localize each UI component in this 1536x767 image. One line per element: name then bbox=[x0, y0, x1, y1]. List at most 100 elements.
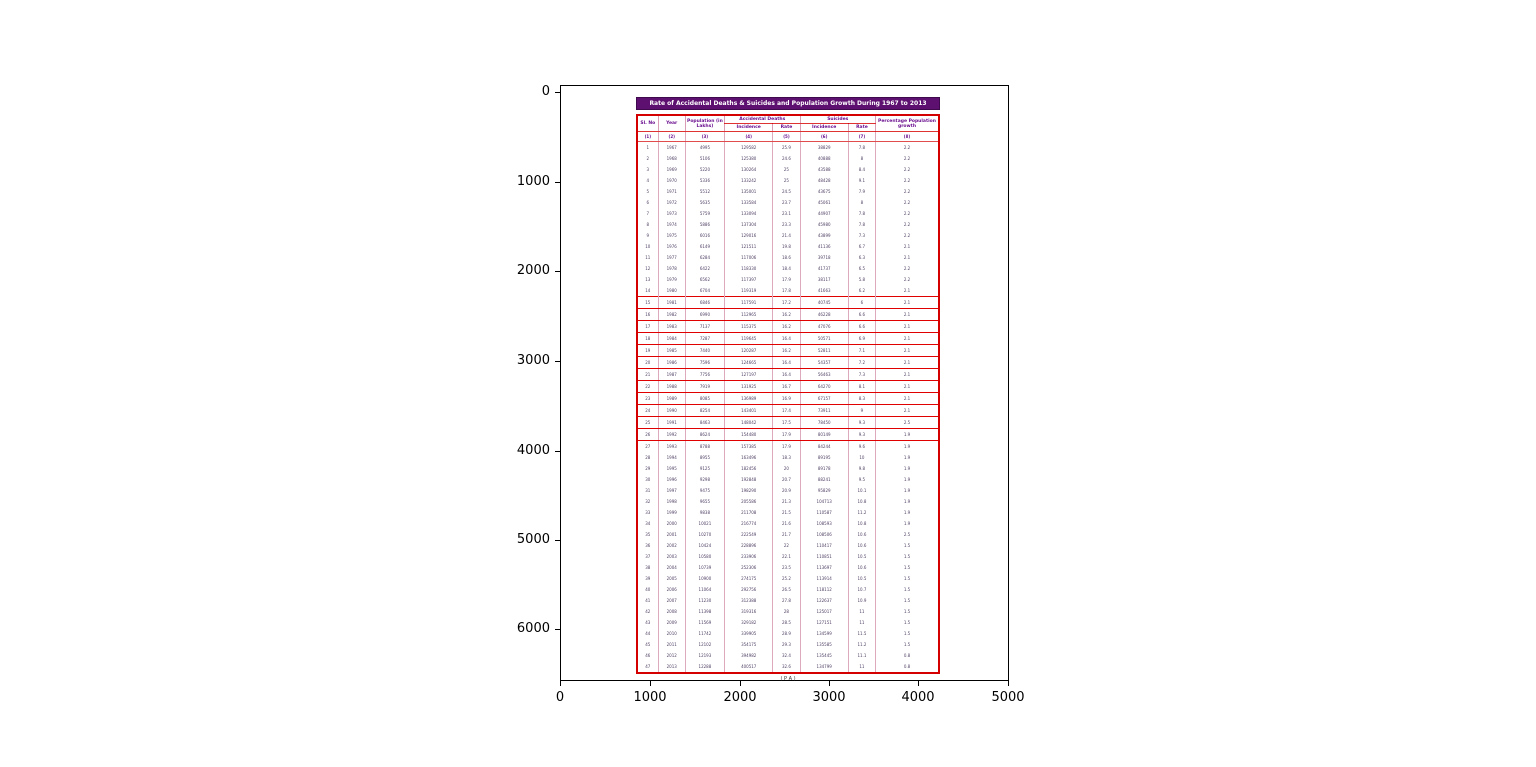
table-cell: 11.2 bbox=[847, 639, 876, 651]
table-cell: 117591 bbox=[724, 296, 773, 310]
table-cell: 133242 bbox=[724, 175, 773, 187]
table-cell: 22.1 bbox=[772, 551, 801, 563]
table-cell: 7.9 bbox=[847, 186, 876, 198]
table-cell: 198290 bbox=[724, 485, 773, 497]
table-cell: 12 bbox=[636, 263, 659, 275]
table-cell: 7.8 bbox=[847, 208, 876, 220]
table-cell: 5336 bbox=[684, 175, 725, 187]
table-cell: 23 bbox=[636, 392, 659, 406]
table-cell: 25.2 bbox=[772, 573, 801, 585]
table-row: 8 1974 5886 137304 23.3 45980 7.8 2.2 bbox=[636, 219, 939, 231]
table-row: 28 1994 8955 163496 18.3 89195 10 1.9 bbox=[636, 452, 939, 464]
table-cell: 1998 bbox=[657, 496, 686, 508]
table-cell: 27 bbox=[636, 440, 659, 453]
y-tick-mark bbox=[555, 271, 560, 272]
table-cell: 2.1 bbox=[875, 368, 939, 382]
table-cell: 6846 bbox=[684, 296, 725, 310]
table-cell: 7.8 bbox=[847, 219, 876, 231]
table-cell: 10 bbox=[636, 241, 659, 253]
table-row: 10 1976 6149 121511 19.8 41136 6.7 2.1 bbox=[636, 241, 939, 253]
table-cell: 22 bbox=[636, 380, 659, 394]
table-cell: 6.6 bbox=[847, 320, 876, 334]
table-cell: 12193 bbox=[684, 650, 725, 662]
table-cell: 2001 bbox=[657, 529, 686, 541]
table-cell: 21.5 bbox=[772, 507, 801, 519]
table-cell: 137304 bbox=[724, 219, 773, 231]
table-cell: 6284 bbox=[684, 252, 725, 264]
table-cell: 88241 bbox=[799, 474, 849, 486]
table-cell: 11.1 bbox=[847, 650, 876, 662]
x-tick-mark bbox=[1008, 681, 1009, 686]
table-cell: 1.9 bbox=[875, 440, 939, 453]
table-cell: 1.5 bbox=[875, 562, 939, 574]
table-body: (1) (2) (3) (4) (5) (6) (7) (8) 1 1967 499… bbox=[636, 131, 939, 674]
column-number: (1) bbox=[636, 131, 659, 143]
table-cell: 319316 bbox=[724, 606, 773, 618]
table-cell: 6704 bbox=[684, 285, 725, 297]
table-row: 43 2009 11569 329182 28.5 127151 11 1.5 bbox=[636, 617, 939, 629]
table-cell: 31 bbox=[636, 485, 659, 497]
table-cell: 135445 bbox=[799, 650, 849, 662]
table-cell: 108506 bbox=[799, 529, 849, 541]
y-tick-mark bbox=[555, 629, 560, 630]
table-cell: 6149 bbox=[684, 241, 725, 253]
x-tick-mark bbox=[650, 681, 651, 686]
x-tick-label: 0 bbox=[555, 690, 565, 705]
table-cell: 125017 bbox=[799, 606, 849, 618]
table-cell: 2.2 bbox=[875, 208, 939, 220]
table-cell: 28 bbox=[636, 452, 659, 464]
table-cell: 8 bbox=[847, 197, 876, 209]
table-row: 38 2004 10739 252306 23.5 113697 10.6 1.5 bbox=[636, 562, 939, 574]
table-cell: 2013 bbox=[657, 661, 686, 674]
table-cell: 10.5 bbox=[847, 551, 876, 563]
table-cell: 1.9 bbox=[875, 507, 939, 519]
table-cell: 113697 bbox=[799, 562, 849, 574]
table-cell: 6.2 bbox=[847, 285, 876, 297]
table-cell: 1996 bbox=[657, 474, 686, 486]
table-cell: 1.9 bbox=[875, 428, 939, 442]
table-cell: 26.5 bbox=[772, 584, 801, 596]
x-tick-label: 3000 bbox=[812, 690, 846, 705]
table-cell: 16.9 bbox=[772, 392, 801, 406]
table-cell: 16.2 bbox=[772, 308, 801, 322]
table-cell: 43 bbox=[636, 617, 659, 629]
table-row: 19 1985 7440 120287 16.2 52811 7.1 2.1 bbox=[636, 344, 939, 358]
table-cell: 2002 bbox=[657, 540, 686, 552]
x-tick-mark bbox=[829, 681, 830, 686]
table-cell: 2006 bbox=[657, 584, 686, 596]
table-cell: 118112 bbox=[799, 584, 849, 596]
table-cell: 11 bbox=[847, 617, 876, 629]
table-cell: 110417 bbox=[799, 540, 849, 552]
header-growth: Percentage Population growth bbox=[875, 115, 939, 133]
table-cell: 38829 bbox=[799, 141, 849, 154]
table-cell: 1.5 bbox=[875, 573, 939, 585]
table-cell: 10424 bbox=[684, 540, 725, 552]
table-cell: 1977 bbox=[657, 252, 686, 264]
table-cell: 11569 bbox=[684, 617, 725, 629]
table-cell: 2.1 bbox=[875, 344, 939, 358]
header-ad-incidence: Incidence bbox=[724, 123, 773, 133]
table-cell: 41737 bbox=[799, 263, 849, 275]
table-cell: 89195 bbox=[799, 452, 849, 464]
table-cell: 84244 bbox=[799, 440, 849, 453]
table-cell: 25 bbox=[772, 164, 801, 176]
table-cell: 5220 bbox=[684, 164, 725, 176]
table-cell: 2.2 bbox=[875, 141, 939, 154]
table-cell: 108593 bbox=[799, 518, 849, 530]
table-cell: 222549 bbox=[724, 529, 773, 541]
table-cell: 89178 bbox=[799, 463, 849, 475]
table-cell: 11398 bbox=[684, 606, 725, 618]
table-cell: 8624 bbox=[684, 428, 725, 442]
table-cell: 1.5 bbox=[875, 551, 939, 563]
table-cell: 32.6 bbox=[772, 661, 801, 674]
table-cell: 17.9 bbox=[772, 428, 801, 442]
table-cell: 122637 bbox=[799, 595, 849, 607]
table-cell: 1975 bbox=[657, 230, 686, 242]
table-cell: 1979 bbox=[657, 274, 686, 286]
table-cell: 228896 bbox=[724, 540, 773, 552]
table-cell: 7 bbox=[636, 208, 659, 220]
table-cell: 18 bbox=[636, 332, 659, 346]
table-cell: 8788 bbox=[684, 440, 725, 453]
table-cell: 1989 bbox=[657, 392, 686, 406]
x-tick-mark bbox=[740, 681, 741, 686]
